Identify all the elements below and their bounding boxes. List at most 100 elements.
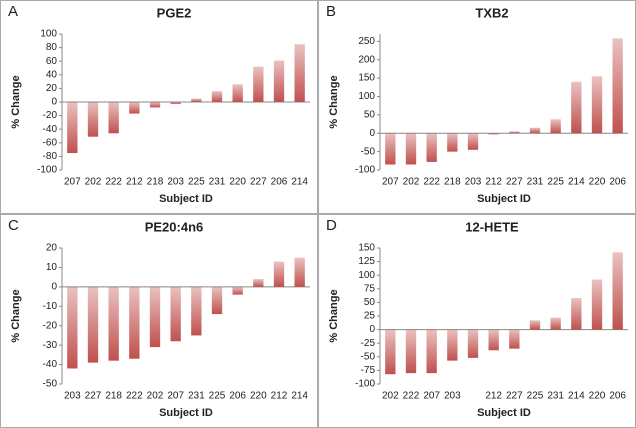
bar — [191, 286, 202, 336]
bar — [591, 279, 603, 330]
x-tick-label: 222 — [403, 391, 420, 402]
y-tick-label: 60 — [46, 56, 58, 67]
x-tick-label: 207 — [382, 177, 399, 188]
bar — [170, 102, 181, 105]
x-tick-label: 218 — [147, 177, 164, 188]
x-tick-label: 203 — [444, 391, 461, 402]
panel-letter: C — [8, 217, 19, 234]
x-tick-label: 212 — [271, 391, 288, 402]
y-tick-label: -20 — [43, 320, 58, 331]
x-tick-label: 202 — [85, 177, 102, 188]
bar — [612, 38, 623, 134]
x-tick-label: 231 — [527, 177, 544, 188]
chart-title: 12-HETE — [465, 219, 519, 234]
bar — [67, 286, 78, 369]
bar — [509, 329, 520, 349]
y-axis-label: % Change — [10, 289, 22, 342]
bar — [294, 257, 305, 287]
x-tick-label: 214 — [568, 177, 585, 188]
x-tick-label: 222 — [423, 177, 440, 188]
bar — [447, 329, 458, 361]
y-tick-label: -10 — [43, 301, 58, 312]
y-tick-label: 0 — [369, 128, 375, 139]
y-tick-label: 25 — [364, 311, 376, 322]
x-axis-label: Subject ID — [477, 193, 531, 205]
bar — [488, 133, 499, 135]
x-tick-label: 202 — [147, 391, 164, 402]
y-tick-label: 20 — [46, 243, 58, 254]
bar — [129, 286, 140, 359]
bar — [571, 81, 582, 134]
y-tick-label: -25 — [361, 338, 376, 349]
y-tick-label: -50 — [43, 379, 58, 390]
bar — [273, 60, 285, 102]
x-tick-label: 202 — [403, 177, 420, 188]
bar — [129, 102, 140, 114]
bar — [447, 133, 458, 152]
x-tick-label: 220 — [589, 391, 606, 402]
y-tick-label: 100 — [358, 91, 375, 102]
x-tick-label: 207 — [64, 177, 81, 188]
y-tick-label: 125 — [358, 256, 375, 267]
y-tick-label: -100 — [355, 379, 375, 390]
x-tick-label: 231 — [209, 177, 226, 188]
x-axis-label: Subject ID — [159, 193, 213, 205]
y-tick-label: -80 — [43, 151, 58, 162]
y-axis-label: % Change — [328, 75, 340, 128]
bar — [149, 286, 161, 348]
x-axis-label: Subject ID — [477, 407, 531, 419]
y-tick-label: -30 — [43, 340, 58, 351]
x-tick-label: 203 — [167, 177, 184, 188]
x-tick-label: 206 — [229, 391, 246, 402]
x-tick-label: 227 — [506, 177, 523, 188]
x-tick-label: 203 — [465, 177, 482, 188]
panel-letter: B — [326, 3, 336, 20]
x-tick-label: 206 — [609, 391, 626, 402]
bar — [273, 261, 285, 287]
bar — [405, 329, 417, 374]
bar — [426, 133, 437, 162]
y-tick-label: -100 — [355, 165, 375, 176]
bar — [467, 329, 479, 358]
bar — [232, 84, 243, 102]
x-axis-label: Subject ID — [159, 407, 213, 419]
x-tick-label: 218 — [105, 391, 122, 402]
y-tick-label: 0 — [51, 97, 57, 108]
x-tick-label: 203 — [64, 391, 81, 402]
y-tick-label: 0 — [369, 324, 375, 335]
x-tick-label: 212 — [126, 177, 143, 188]
y-tick-label: 200 — [358, 54, 375, 65]
panel-letter: A — [8, 3, 18, 20]
y-tick-label: 0 — [51, 281, 57, 292]
y-tick-label: 75 — [364, 283, 376, 294]
y-tick-label: 10 — [46, 262, 58, 273]
bar — [385, 329, 396, 375]
bar — [67, 102, 78, 153]
x-tick-label: 227 — [85, 391, 102, 402]
bar — [467, 133, 479, 150]
y-tick-label: 150 — [358, 243, 375, 254]
x-tick-label: 222 — [105, 177, 122, 188]
y-tick-label: 80 — [46, 42, 58, 53]
x-tick-label: 202 — [382, 391, 399, 402]
x-tick-label: 206 — [271, 177, 288, 188]
x-tick-label: 220 — [229, 177, 246, 188]
y-axis-label: % Change — [10, 75, 22, 128]
bar — [612, 252, 623, 330]
x-tick-label: 225 — [547, 177, 564, 188]
bar — [571, 298, 582, 330]
y-tick-label: 100 — [358, 270, 375, 281]
x-tick-label: 207 — [167, 391, 184, 402]
y-tick-label: 150 — [358, 73, 375, 84]
bar — [211, 91, 223, 102]
bar — [426, 329, 437, 374]
x-tick-label: 222 — [126, 391, 143, 402]
x-tick-label: 227 — [250, 177, 267, 188]
bar — [170, 286, 181, 342]
bar — [294, 44, 305, 102]
y-tick-label: 40 — [46, 69, 58, 80]
chart-title: PE20:4n6 — [145, 219, 204, 234]
x-tick-label: 212 — [485, 391, 502, 402]
x-tick-label: 225 — [527, 391, 544, 402]
